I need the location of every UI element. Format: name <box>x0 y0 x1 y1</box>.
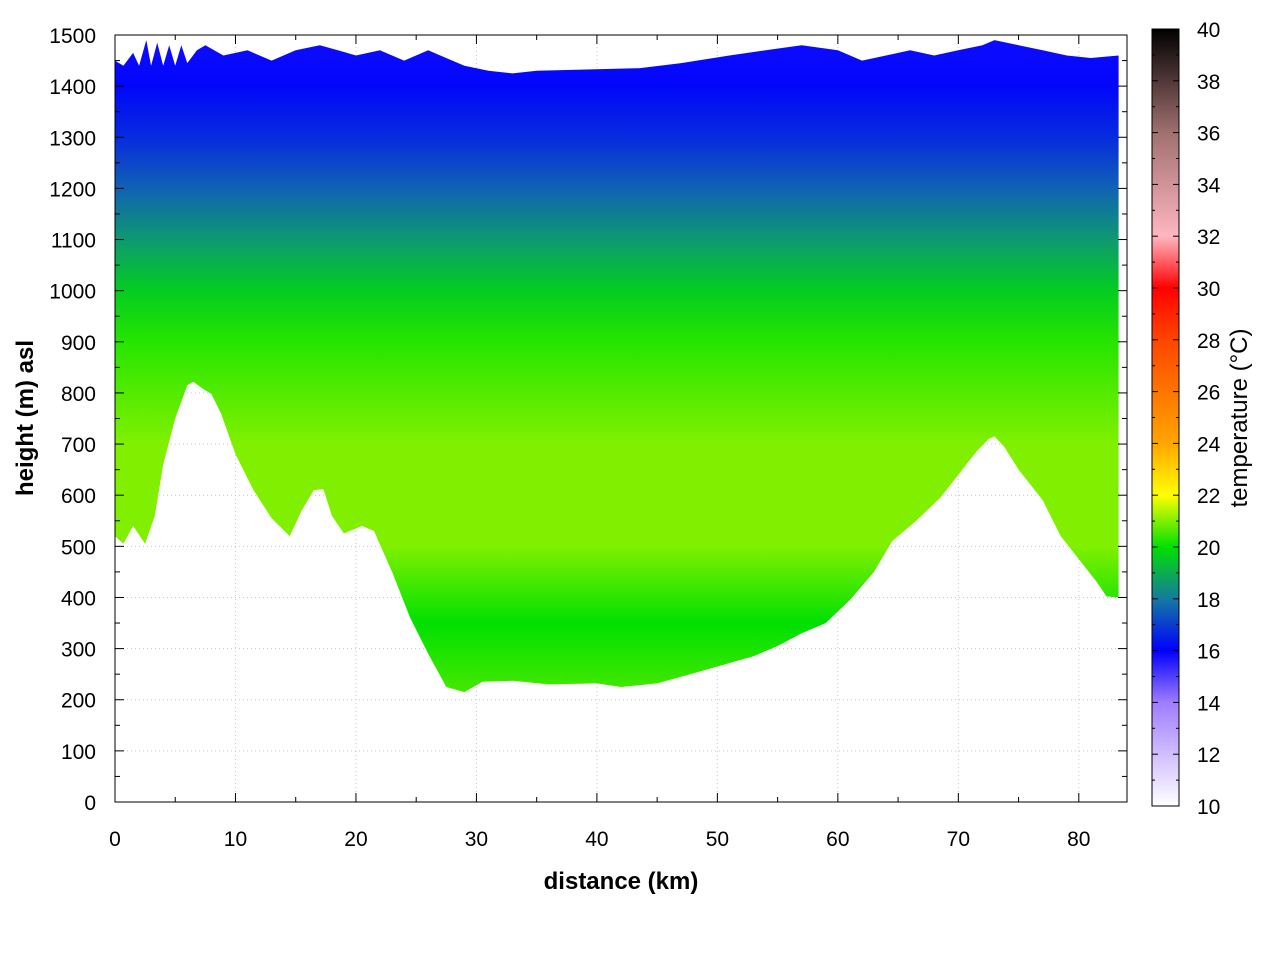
colorbar-tick-label: 14 <box>1197 692 1221 715</box>
x-tick-label: 60 <box>826 828 849 851</box>
y-tick-label: 800 <box>61 383 96 406</box>
y-tick-label: 1000 <box>49 281 96 304</box>
y-tick-label: 500 <box>61 536 96 559</box>
y-tick-label: 1300 <box>49 127 96 150</box>
y-tick-label: 200 <box>61 690 96 713</box>
y-tick-label: 1500 <box>49 25 96 48</box>
x-tick-label: 80 <box>1067 828 1090 851</box>
colorbar-tick-label: 32 <box>1197 226 1220 249</box>
colorbar-tick-label: 38 <box>1197 71 1220 94</box>
colorbar-ticks: 10 12 14 16 18 20 22 24 26 28 30 32 34 36 38 40 <box>1152 19 1221 819</box>
y-tick-label: 600 <box>61 485 96 508</box>
x-tick-label: 70 <box>947 828 970 851</box>
y-tick-label: 900 <box>61 332 96 355</box>
colorbar <box>1151 28 1180 807</box>
colorbar-tick-label: 16 <box>1197 641 1220 664</box>
colorbar-tick-label: 10 <box>1197 796 1220 819</box>
y-tick-label: 300 <box>61 639 96 662</box>
colorbar-title: temperature (°C) <box>1226 329 1253 508</box>
y-tick-label: 0 <box>84 792 96 815</box>
x-tick-label: 40 <box>585 828 608 851</box>
x-tick-label: 30 <box>465 828 488 851</box>
colorbar-tick-label: 22 <box>1197 485 1220 508</box>
colorbar-tick-label: 36 <box>1197 123 1220 146</box>
colorbar-tick-label: 12 <box>1197 744 1220 767</box>
x-axis-title: distance (km) <box>544 868 699 895</box>
colorbar-tick-label: 34 <box>1197 174 1221 197</box>
y-tick-label: 1100 <box>51 230 96 253</box>
x-tick-label: 20 <box>344 828 367 851</box>
colorbar-tick-label: 30 <box>1197 278 1220 301</box>
y-tick-label: 700 <box>61 434 96 457</box>
temperature-field <box>115 40 1119 693</box>
x-tick-label: 0 <box>109 828 121 851</box>
colorbar-tick-label: 24 <box>1197 433 1221 456</box>
colorbar-tick-label: 18 <box>1197 589 1220 612</box>
x-tick-label: 50 <box>706 828 729 851</box>
y-axis-ticks: 0 100 200 300 400 500 600 700 800 900 1000 1100 1200… <box>49 25 1127 815</box>
colorbar-tick-label: 40 <box>1197 19 1220 42</box>
colorbar-tick-label: 26 <box>1197 382 1220 405</box>
x-tick-label: 10 <box>224 828 247 851</box>
y-tick-label: 1200 <box>49 178 96 201</box>
colorbar-tick-label: 28 <box>1197 330 1220 353</box>
y-tick-label: 1400 <box>49 76 96 99</box>
y-axis-title: height (m) asl <box>12 340 39 496</box>
x-axis-ticks: 0 10 20 30 40 50 60 70 80 <box>109 35 1090 851</box>
y-tick-label: 100 <box>61 741 96 764</box>
y-tick-label: 400 <box>61 587 96 610</box>
colorbar-tick-label: 20 <box>1197 537 1220 560</box>
